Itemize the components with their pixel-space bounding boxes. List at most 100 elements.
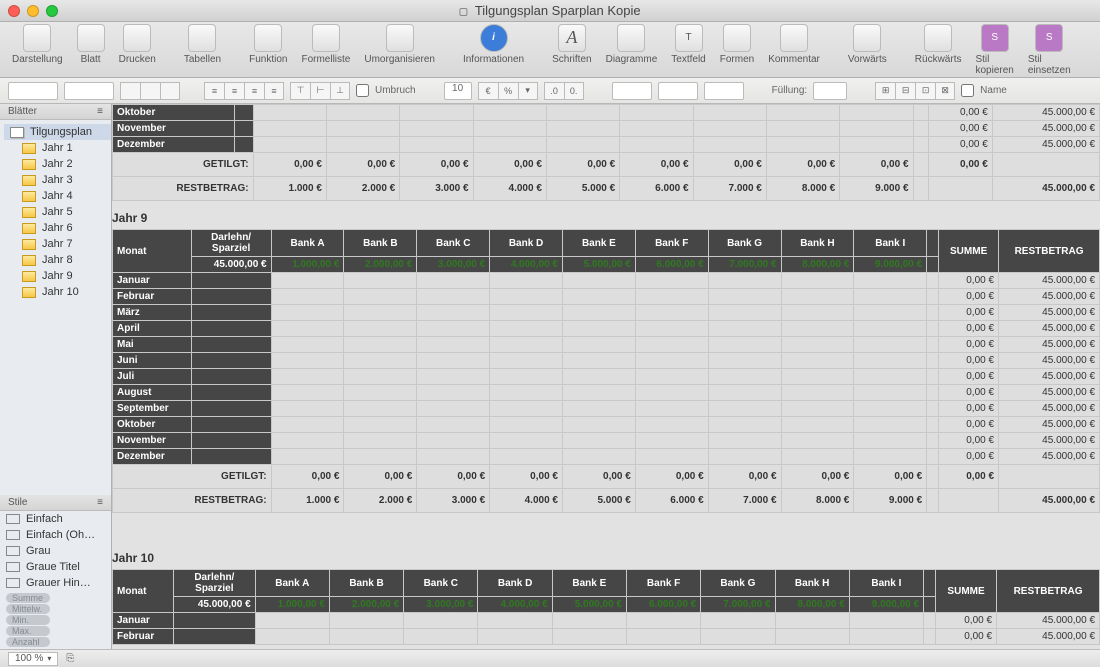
toolbar-label: Drucken	[119, 54, 156, 65]
sidebar-table-item[interactable]: Jahr 1	[16, 140, 111, 156]
toolbar-comment-button[interactable]: Kommentar	[762, 22, 826, 67]
toolbar-label: Stil kopieren	[975, 54, 1013, 76]
charts-icon	[617, 24, 645, 52]
toolbar-share-button[interactable]: Bereitstellen	[1095, 22, 1100, 67]
toolbar-stylepaste-button[interactable]: SStil einsetzen	[1022, 22, 1077, 78]
valign-segments[interactable]: ⊤⊢⊥	[290, 82, 350, 100]
toolbar-label: Blatt	[81, 54, 101, 65]
style-list-item[interactable]: Grau	[0, 543, 111, 559]
aggregate-pill[interactable]: Max.	[6, 626, 50, 636]
toolbar-info-button[interactable]: iInformationen	[457, 22, 530, 67]
style-list-item[interactable]: Graue Titel	[0, 559, 111, 575]
style-list-item[interactable]: Einfach	[0, 511, 111, 527]
shapes-icon	[723, 24, 751, 52]
toolbar-label: Kommentar	[768, 54, 820, 65]
spreadsheet-canvas[interactable]: Oktober0,00 €45.000,00 €November0,00 €45…	[112, 104, 1100, 649]
toolbar-tables-button[interactable]: Tabellen	[178, 22, 227, 67]
style-swatch-icon	[6, 562, 20, 572]
sidebar-table-item[interactable]: Jahr 8	[16, 252, 111, 268]
sidebar-table-item[interactable]: Jahr 4	[16, 188, 111, 204]
sidebar-table-item[interactable]: Jahr 2	[16, 156, 111, 172]
halign-segments[interactable]: ≡≡≡≡	[204, 82, 284, 100]
toolbar-stylecopy-button[interactable]: SStil kopieren	[969, 22, 1019, 78]
style-list-item[interactable]: Grauer Hin…	[0, 575, 111, 591]
toolbar-fonts-button[interactable]: ASchriften	[546, 22, 597, 67]
year10-table[interactable]: MonatDarlehn/SparzielBank ABank BBank CB…	[112, 569, 1100, 645]
sidebar-table-item[interactable]: Jahr 9	[16, 268, 111, 284]
fontsize-field[interactable]: 10	[444, 82, 472, 100]
year8-table-tail[interactable]: Oktober0,00 €45.000,00 €November0,00 €45…	[112, 104, 1100, 201]
sidebar: Blätter≡ Tilgungsplan Jahr 1Jahr 2Jahr 3…	[0, 104, 112, 649]
sidebar-styles-header: Stile≡	[0, 495, 111, 511]
toolbar-fx-button[interactable]: Funktion	[243, 22, 293, 67]
toolbar-back-button[interactable]: Rückwärts	[909, 22, 968, 67]
format-bar: ≡≡≡≡ ⊤⊢⊥ Umbruch 10 €%▾ .00. Füllung: ⊞⊟…	[0, 78, 1100, 104]
status-bar: 100 % ▾ ⎘	[0, 649, 1100, 667]
year9-table[interactable]: MonatDarlehn/SparzielBank ABank BBank CB…	[112, 229, 1100, 513]
fill-color-well[interactable]	[813, 82, 847, 100]
table-icon	[22, 239, 36, 250]
style-swatch-icon	[6, 530, 20, 540]
aggregate-pill[interactable]: Min.	[6, 615, 50, 625]
number-format-segments[interactable]: €%▾	[478, 82, 538, 100]
minimize-window-button[interactable]	[27, 5, 39, 17]
table-icon	[22, 159, 36, 170]
toolbar-label: Diagramme	[606, 54, 658, 65]
fwd-icon	[853, 24, 881, 52]
style-swatch-icon	[6, 546, 20, 556]
comment-icon	[780, 24, 808, 52]
stroke-style-select[interactable]	[8, 82, 58, 100]
table-icon	[22, 207, 36, 218]
name-checkbox[interactable]	[961, 84, 974, 97]
toolbar-view-button[interactable]: Darstellung	[6, 22, 69, 67]
wrap-checkbox[interactable]	[356, 84, 369, 97]
window-title: Tilgungsplan Sparplan Kopie	[459, 3, 640, 18]
style-list-item[interactable]: Einfach (Oh…	[0, 527, 111, 543]
cell-merge-select[interactable]	[612, 82, 652, 100]
aggregate-pill[interactable]: Mittelw.	[6, 604, 50, 614]
close-window-button[interactable]	[8, 5, 20, 17]
cell-format-select[interactable]	[704, 82, 744, 100]
border-segments[interactable]	[120, 82, 180, 100]
sidebar-sheets-header: Blätter≡	[0, 104, 111, 120]
sidebar-table-item[interactable]: Jahr 6	[16, 220, 111, 236]
toolbar-formulas-button[interactable]: Formelliste	[295, 22, 356, 67]
sidebar-sheet-item[interactable]: Tilgungsplan	[4, 124, 111, 140]
sidebar-table-item[interactable]: Jahr 7	[16, 236, 111, 252]
reorg-icon	[386, 24, 414, 52]
stroke-width-select[interactable]	[64, 82, 114, 100]
sidebar-collapse-icon[interactable]: ≡	[97, 106, 103, 117]
toolbar-textbox-button[interactable]: TTextfeld	[665, 22, 711, 67]
sheet-nav-icon[interactable]: ⎘	[66, 653, 74, 664]
zoom-window-button[interactable]	[46, 5, 58, 17]
tables-icon	[188, 24, 216, 52]
toolbar-label: Vorwärts	[848, 54, 887, 65]
fx-icon	[254, 24, 282, 52]
toolbar-sheet-button[interactable]: Blatt	[71, 22, 111, 67]
table-icon	[22, 223, 36, 234]
toolbar: Darstellung Blatt Drucken Tabellen Funktion F…	[0, 22, 1100, 78]
toolbar-fwd-button[interactable]: Vorwärts	[842, 22, 893, 67]
toolbar-label: Rückwärts	[915, 54, 962, 65]
toolbar-charts-button[interactable]: Diagramme	[600, 22, 664, 67]
table-view-segments[interactable]: ⊞⊟⊡⊠	[875, 82, 955, 100]
styles-collapse-icon[interactable]: ≡	[97, 497, 103, 508]
zoom-select[interactable]: 100 % ▾	[8, 652, 58, 666]
sheet-icon	[10, 127, 24, 138]
decimal-segments[interactable]: .00.	[544, 82, 584, 100]
toolbar-shapes-button[interactable]: Formen	[714, 22, 760, 67]
table-icon	[22, 191, 36, 202]
toolbar-label: Stil einsetzen	[1028, 54, 1071, 76]
aggregate-pill[interactable]: Anzahl	[6, 637, 50, 647]
info-icon: i	[480, 24, 508, 52]
cell-split-select[interactable]	[658, 82, 698, 100]
sidebar-table-item[interactable]: Jahr 5	[16, 204, 111, 220]
toolbar-label: Umorganisieren	[364, 54, 435, 65]
toolbar-print-button[interactable]: Drucken	[113, 22, 162, 67]
wrap-label: Umbruch	[375, 85, 416, 96]
sidebar-table-item[interactable]: Jahr 10	[16, 284, 111, 300]
aggregate-pill[interactable]: Summe	[6, 593, 50, 603]
toolbar-label: Funktion	[249, 54, 287, 65]
toolbar-reorg-button[interactable]: Umorganisieren	[358, 22, 441, 67]
sidebar-table-item[interactable]: Jahr 3	[16, 172, 111, 188]
